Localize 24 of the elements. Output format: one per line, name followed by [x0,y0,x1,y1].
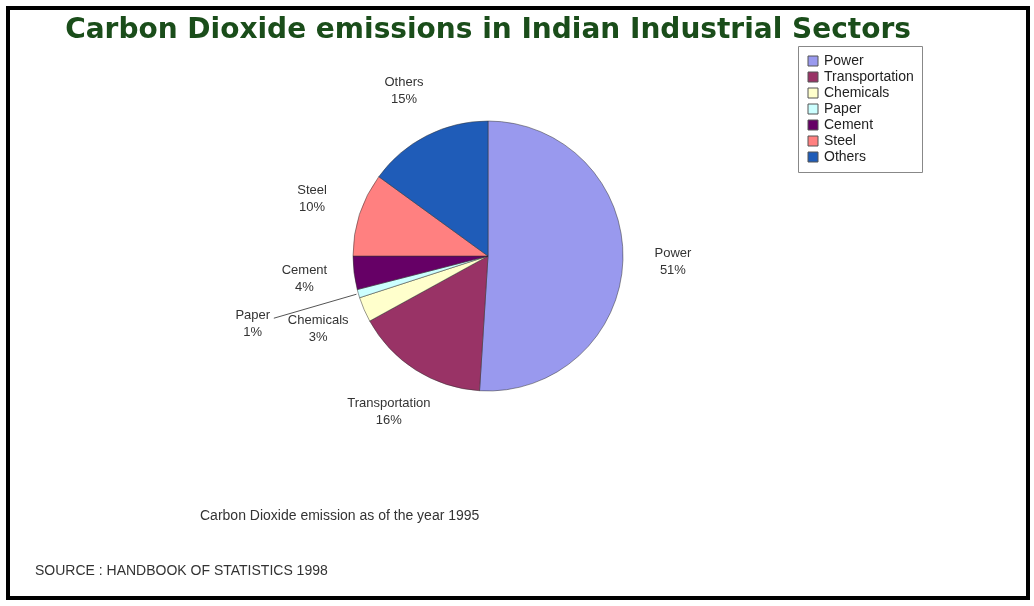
text: Carbon Dioxide emission as of the year 1995 [200,507,480,523]
data-label: 16% [375,412,403,428]
slice-label: Transportation [347,395,431,411]
legend-label: Cement [824,116,874,132]
data-label: 3% [308,329,329,345]
chart-title: Carbon Dioxide emissions in Indian Industrial Sectors [65,11,911,45]
data-label: 15% [391,91,418,107]
slice-label: Cement [281,262,328,278]
slice-label: Power [654,244,692,260]
slice-label: Steel [297,181,327,197]
data-label: 51% [659,261,687,277]
legend-label: Steel [824,132,856,148]
data-label: 4% [295,279,315,295]
legend-label: Paper [824,100,862,116]
legend-label: Chemicals [824,84,890,100]
legend-label: Transportation [824,68,914,84]
slice-label: Chemicals [287,312,350,328]
data-label: 1% [243,324,263,340]
data-label: 10% [299,198,326,214]
legend-label: Others [824,148,867,164]
source-note: SOURCE : HANDBOOK OF STATISTICS 1998 [35,562,328,578]
legend-label: Power [824,52,865,68]
slice-label: Paper [235,307,271,323]
slice-label: Others [384,74,425,90]
